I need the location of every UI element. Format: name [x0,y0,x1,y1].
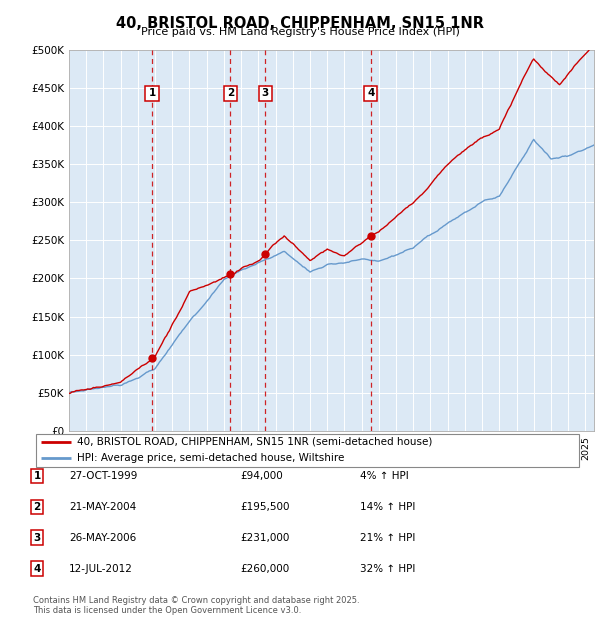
Text: 21-MAY-2004: 21-MAY-2004 [69,502,136,512]
Text: 40, BRISTOL ROAD, CHIPPENHAM, SN15 1NR (semi-detached house): 40, BRISTOL ROAD, CHIPPENHAM, SN15 1NR (… [77,437,432,447]
Text: 40, BRISTOL ROAD, CHIPPENHAM, SN15 1NR: 40, BRISTOL ROAD, CHIPPENHAM, SN15 1NR [116,16,484,30]
Text: 1: 1 [34,471,41,481]
Text: 2: 2 [227,89,234,99]
Text: 26-MAY-2006: 26-MAY-2006 [69,533,136,542]
Text: £260,000: £260,000 [240,564,289,574]
Text: 4: 4 [34,564,41,574]
Text: 12-JUL-2012: 12-JUL-2012 [69,564,133,574]
FancyBboxPatch shape [36,433,579,467]
Text: HPI: Average price, semi-detached house, Wiltshire: HPI: Average price, semi-detached house,… [77,453,344,463]
Text: 32% ↑ HPI: 32% ↑ HPI [360,564,415,574]
Text: 4: 4 [367,89,374,99]
Text: 3: 3 [34,533,41,542]
Text: £231,000: £231,000 [240,533,289,542]
Text: 14% ↑ HPI: 14% ↑ HPI [360,502,415,512]
Text: Price paid vs. HM Land Registry's House Price Index (HPI): Price paid vs. HM Land Registry's House … [140,27,460,37]
Text: 1: 1 [148,89,155,99]
Text: 4% ↑ HPI: 4% ↑ HPI [360,471,409,481]
Text: 21% ↑ HPI: 21% ↑ HPI [360,533,415,542]
Text: 3: 3 [262,89,269,99]
Text: 27-OCT-1999: 27-OCT-1999 [69,471,137,481]
Text: £195,500: £195,500 [240,502,290,512]
Text: £94,000: £94,000 [240,471,283,481]
Text: Contains HM Land Registry data © Crown copyright and database right 2025.
This d: Contains HM Land Registry data © Crown c… [33,596,359,615]
Text: 2: 2 [34,502,41,512]
